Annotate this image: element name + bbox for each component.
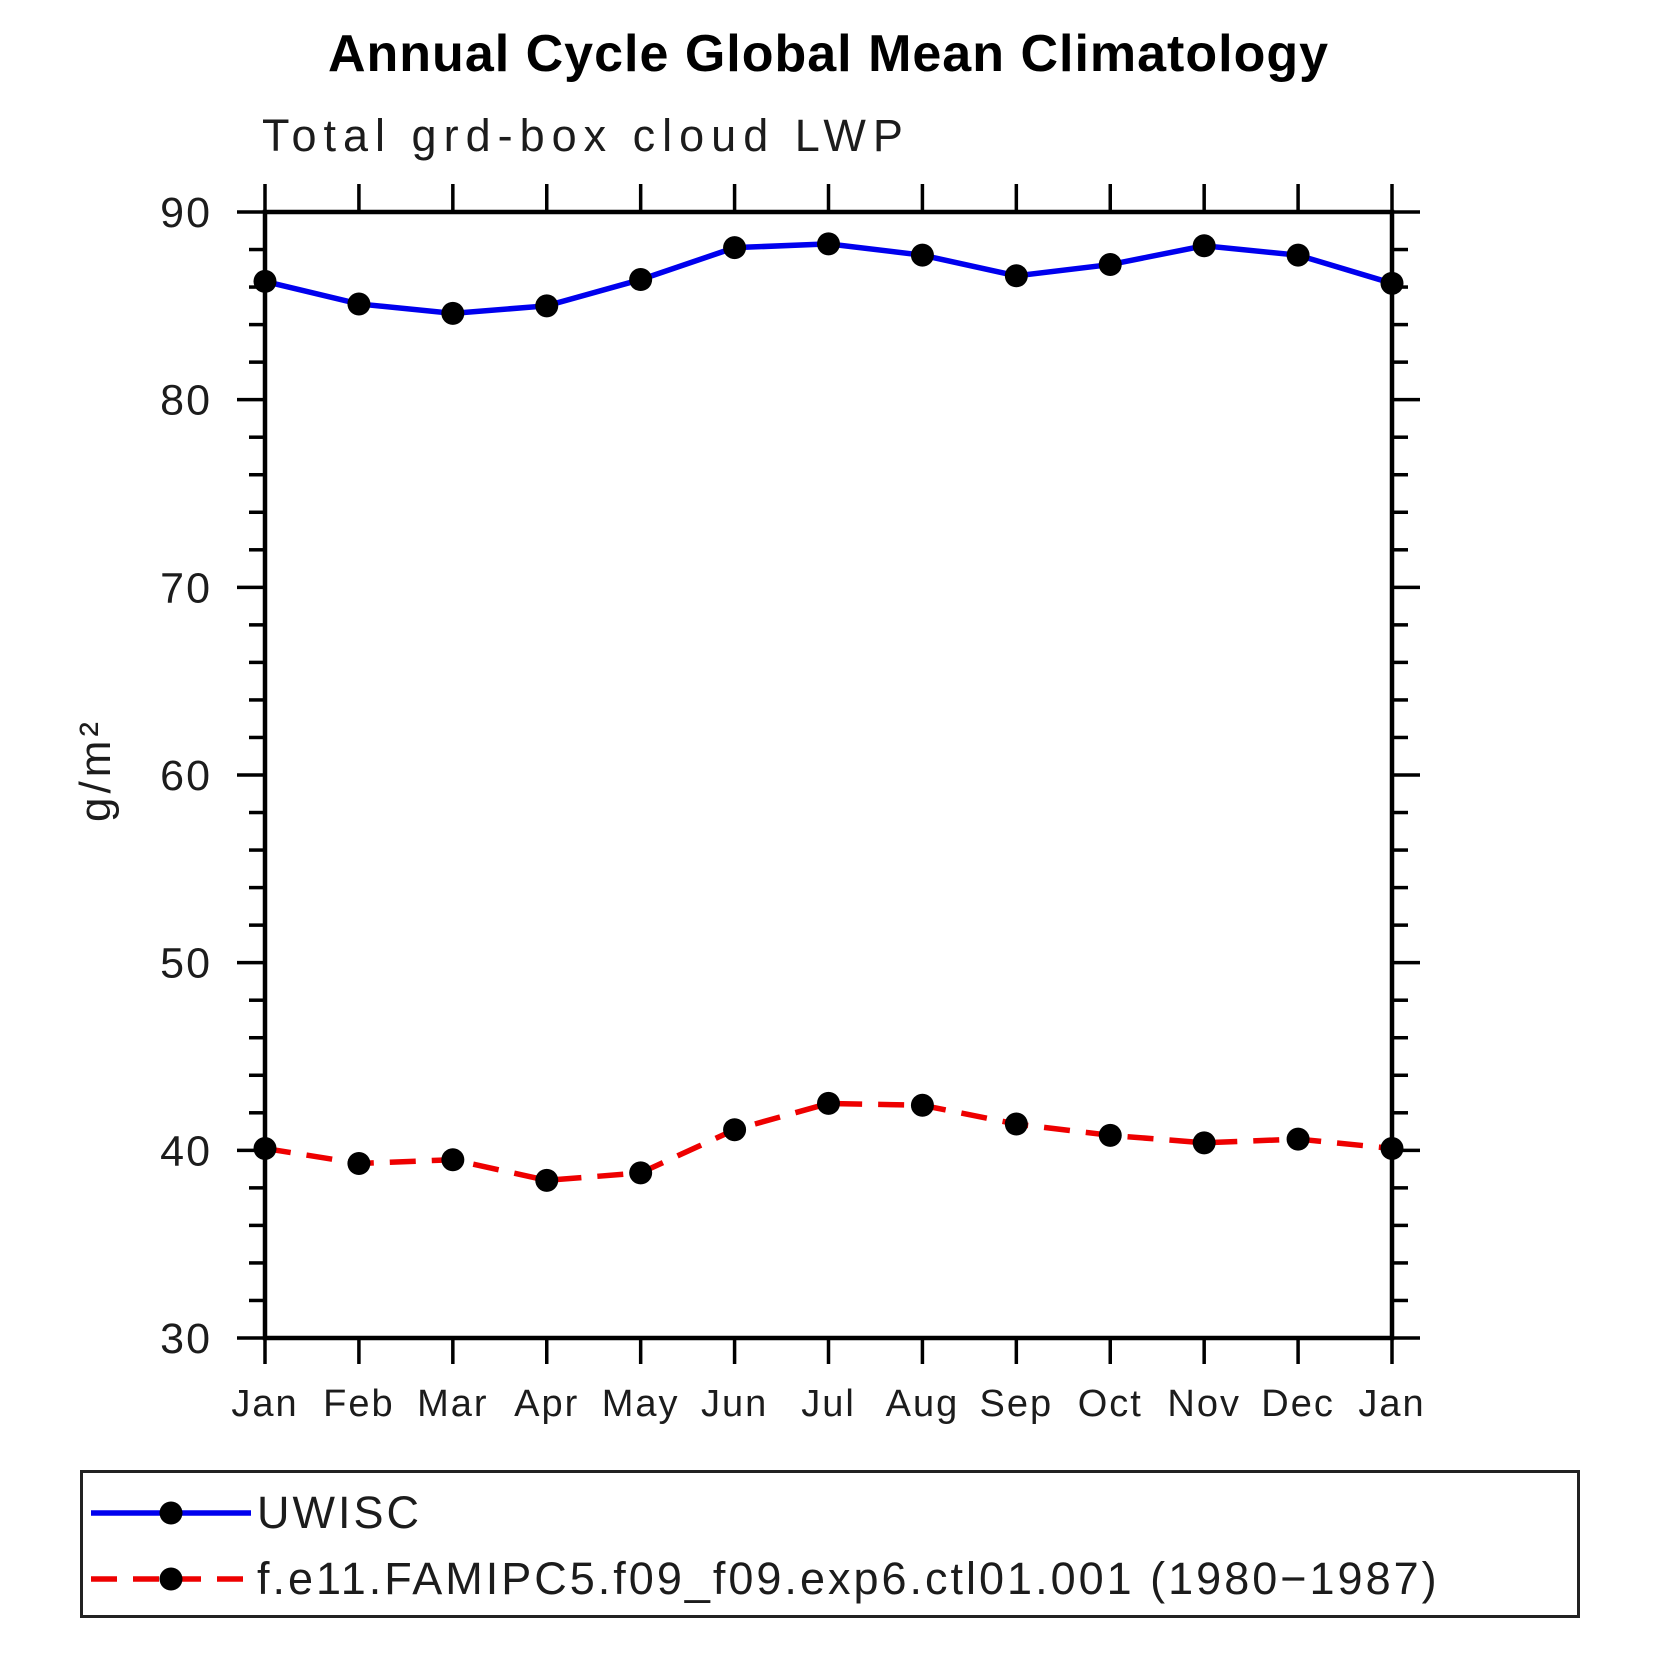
data-point-marker [817, 1091, 840, 1115]
data-point-marker [910, 243, 934, 267]
data-point-marker [347, 292, 371, 316]
legend-marker-icon [159, 1567, 183, 1591]
data-point-marker [441, 1148, 465, 1172]
data-point-marker [1286, 1127, 1310, 1151]
y-tick-label: 40 [160, 1127, 212, 1175]
legend-swatch-dashed-line [91, 1567, 251, 1591]
data-point-marker [535, 294, 559, 318]
x-tick-label: Feb [323, 1383, 394, 1425]
series-uwisc [253, 232, 1404, 325]
legend-item-uwisc: UWISC [85, 1487, 422, 1539]
data-point-marker [1380, 1136, 1404, 1160]
data-point-marker [910, 1093, 934, 1117]
data-point-marker [1286, 243, 1310, 267]
x-tick-label: May [602, 1383, 680, 1425]
y-tick-label: 90 [160, 189, 212, 237]
axis-tick-labels: 30 40 50 60 70 80 90 Jan Feb Mar Apr May Jun Jul Aug Se… [160, 189, 1425, 1425]
data-point-marker [1098, 1123, 1122, 1147]
series-model [253, 1091, 1404, 1192]
legend-item-model: f.e11.FAMIPC5.f09_f09.exp6.ctl01.001 (19… [85, 1553, 1440, 1605]
data-point-marker [1004, 264, 1028, 288]
plot-frame [262, 209, 1395, 1341]
chart-title: Annual Cycle Global Mean Climatology [327, 25, 1330, 83]
y-tick-label: 80 [160, 377, 212, 425]
legend-label-model: f.e11.FAMIPC5.f09_f09.exp6.ctl01.001 (19… [257, 1553, 1440, 1604]
x-tick-label: Mar [417, 1383, 488, 1425]
legend-label-uwisc: UWISC [257, 1487, 422, 1538]
data-point-marker [1380, 271, 1404, 295]
data-point-marker [629, 268, 653, 292]
data-point-marker [1192, 234, 1216, 258]
data-point-marker [1192, 1131, 1216, 1155]
x-tick-label: Dec [1261, 1383, 1335, 1425]
x-tick-label: Apr [514, 1383, 579, 1425]
chart-subtitle: Total grd-box cloud LWP [262, 110, 910, 161]
data-point-marker [723, 236, 747, 260]
x-tick-label: Oct [1078, 1383, 1143, 1425]
data-point-marker [347, 1151, 371, 1175]
data-point-marker [253, 1136, 277, 1160]
data-point-marker [629, 1161, 653, 1185]
x-tick-label: Jul [801, 1383, 856, 1425]
y-tick-label: 60 [160, 752, 212, 800]
axis-ticks [237, 184, 1420, 1364]
y-tick-label: 70 [160, 564, 212, 612]
chart-canvas: 30 40 50 60 70 80 90 Jan Feb Mar Apr May Jun Jul Aug Se… [160, 184, 1425, 1425]
x-tick-label: Jun [701, 1383, 768, 1425]
series-line [264, 1100, 1393, 1184]
data-point-marker [253, 269, 277, 293]
x-tick-label: Aug [886, 1383, 960, 1425]
legend: UWISC f.e11.FAMIPC5.f09_f09.exp6.ctl01.0… [80, 1470, 1580, 1618]
data-point-marker [535, 1168, 559, 1192]
legend-swatch-solid-line [91, 1501, 251, 1525]
data-point-marker [723, 1118, 747, 1142]
legend-marker-icon [159, 1501, 183, 1525]
x-tick-label: Sep [980, 1383, 1054, 1425]
x-tick-label: Jan [231, 1383, 298, 1425]
x-tick-label: Nov [1167, 1383, 1241, 1425]
data-point-marker [1004, 1112, 1028, 1136]
data-point-marker [441, 301, 465, 325]
y-tick-label: 50 [160, 940, 212, 988]
x-tick-label: Jan [1358, 1383, 1425, 1425]
y-tick-label: 30 [160, 1315, 212, 1363]
data-point-marker [817, 232, 840, 256]
data-point-marker [1098, 253, 1122, 277]
